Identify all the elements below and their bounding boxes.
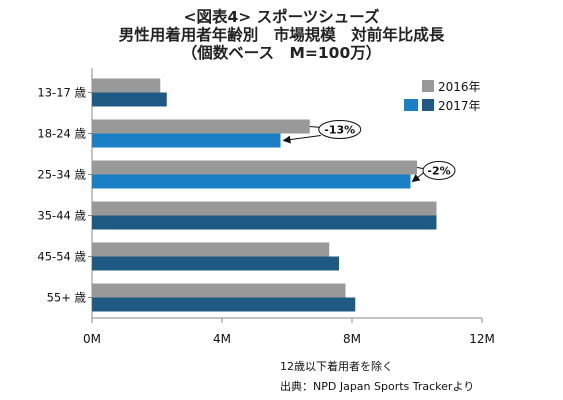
- annotation-ellipse: [318, 120, 362, 139]
- x-tick-label: 4M: [213, 332, 231, 346]
- bar-2017: [92, 297, 356, 312]
- legend-swatch-2017-highlight: [404, 99, 418, 111]
- annotation-arrow: [282, 135, 321, 144]
- y-category-label: 45-54 歳: [37, 250, 86, 264]
- bar-2017: [92, 174, 411, 189]
- annotation-ellipse: [422, 161, 456, 180]
- annotation-label: -2%: [427, 165, 450, 178]
- bar-2017: [92, 92, 167, 107]
- bar-2016: [92, 201, 437, 216]
- annotation-label: -13%: [324, 124, 355, 137]
- annotation-connector: [416, 167, 424, 169]
- y-category-label: 25-34 歳: [37, 168, 86, 182]
- chart-title-line-1: <図表4> スポーツシューズ: [183, 8, 380, 26]
- bar-2016: [92, 78, 161, 93]
- chart-title-line-2: 男性用着用者年齢別 市場規模 対前年比成長: [118, 26, 445, 44]
- bar-2017: [92, 215, 437, 230]
- legend-swatch-2016: [422, 80, 434, 92]
- y-category-label: 35-44 歳: [37, 209, 86, 223]
- y-category-label: 13-17 歳: [37, 86, 86, 100]
- y-category-label: 55+ 歳: [47, 291, 87, 305]
- exclusion-note: 12歳以下着用者を除く: [280, 360, 393, 373]
- y-category-label: 18-24 歳: [37, 127, 86, 141]
- annotation-arrow: [411, 172, 425, 183]
- bar-2016: [92, 160, 417, 175]
- chart-title-line-3: （個数ベース M=100万）: [181, 44, 382, 62]
- bar-2016: [92, 119, 310, 134]
- bar-2016: [92, 242, 330, 257]
- legend-label-2017: 2017年: [438, 99, 481, 113]
- bar-2016: [92, 283, 346, 298]
- legend-swatch-2017: [422, 99, 434, 111]
- x-tick-label: 12M: [469, 332, 495, 346]
- x-tick-label: 0M: [83, 332, 101, 346]
- x-tick-label: 8M: [343, 332, 361, 346]
- bar-2017: [92, 133, 281, 148]
- source-note: 出典：NPD Japan Sports Trackerより: [280, 380, 475, 393]
- bar-2017: [92, 256, 339, 271]
- legend-label-2016: 2016年: [438, 80, 481, 94]
